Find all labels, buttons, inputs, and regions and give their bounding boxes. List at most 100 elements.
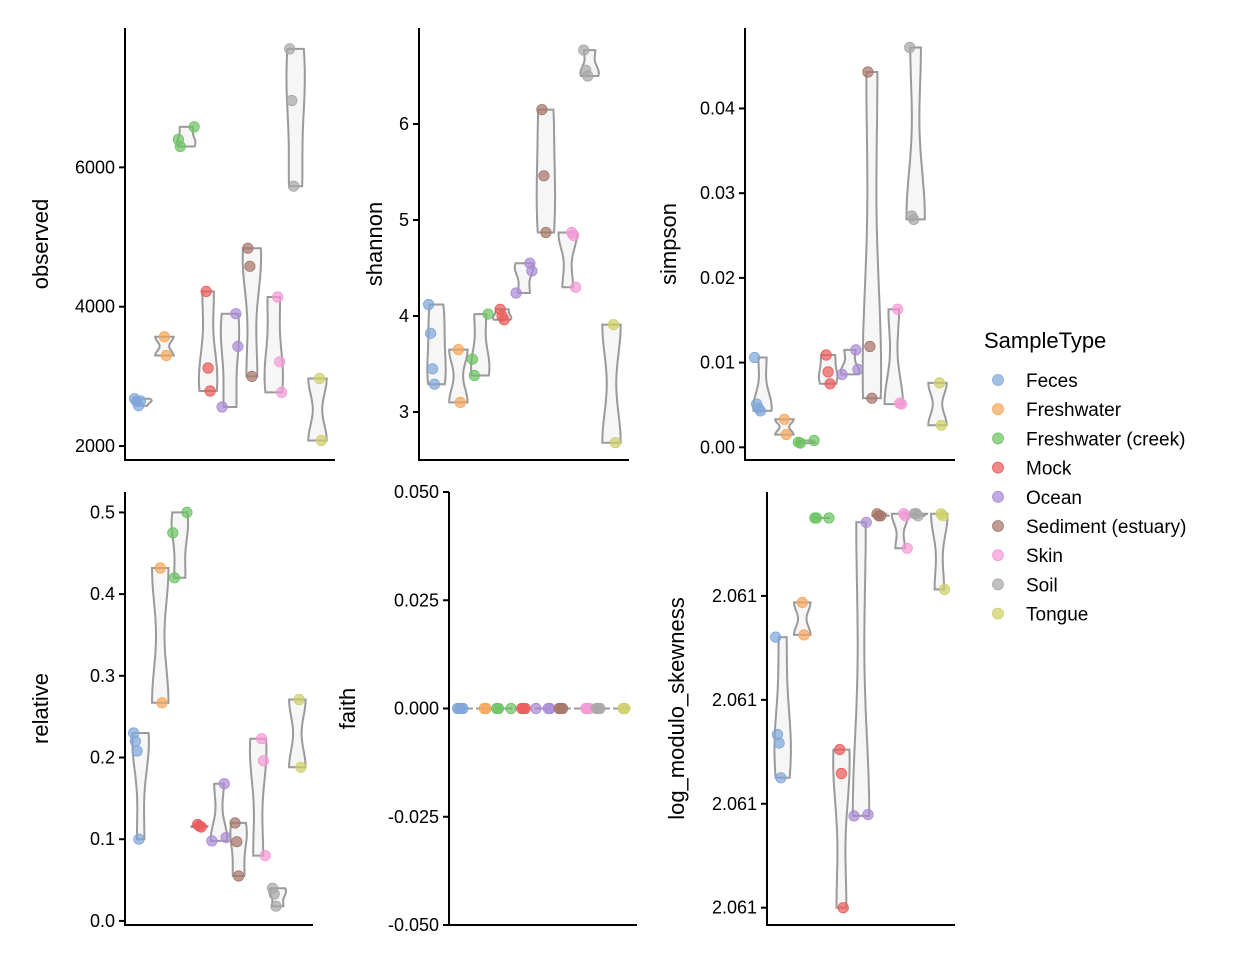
point-observed-freshwater-creek xyxy=(174,140,186,153)
y-tick-label-relative: 0.4 xyxy=(90,584,115,604)
y-axis-title-simpson: simpson xyxy=(656,203,681,285)
point-log-modulo-skewness-mock xyxy=(834,743,846,756)
violin-log-modulo-skewness-freshwater xyxy=(792,601,812,636)
legend-label-ocean: Ocean xyxy=(1026,488,1082,509)
point-simpson-mock xyxy=(820,349,832,361)
point-log-modulo-skewness-ocean xyxy=(848,810,860,822)
violin-simpson-soil xyxy=(905,46,926,221)
point-faith-mock xyxy=(519,702,531,715)
point-observed-mock xyxy=(202,362,214,374)
legend-item-ocean: Ocean xyxy=(992,488,1082,509)
point-simpson-freshwater xyxy=(778,413,791,425)
y-tick-label-simpson: 0.01 xyxy=(700,353,735,373)
legend-item-freshwater-creek: Freshwater (creek) xyxy=(992,429,1185,450)
point-relative-feces xyxy=(133,833,145,845)
violin-relative-freshwater xyxy=(150,567,170,704)
point-shannon-sediment-estuary xyxy=(540,226,552,239)
legend-label-tongue: Tongue xyxy=(1026,605,1088,626)
point-log-modulo-skewness-tongue xyxy=(938,583,951,596)
point-observed-freshwater xyxy=(158,331,170,343)
y-tick-label-observed: 2000 xyxy=(75,436,115,456)
point-simpson-freshwater xyxy=(780,428,792,441)
violin-relative-skin xyxy=(248,737,268,857)
y-tick-label-relative: 0.1 xyxy=(90,829,115,849)
point-relative-skin xyxy=(256,733,268,745)
point-observed-freshwater-creek xyxy=(188,121,200,133)
y-axis-title-shannon: shannon xyxy=(362,202,387,286)
violin-observed-soil xyxy=(285,47,306,188)
point-relative-mock xyxy=(195,821,207,833)
point-log-modulo-skewness-feces xyxy=(775,772,787,784)
legend-item-skin: Skin xyxy=(992,546,1063,567)
legend-key-freshwater xyxy=(992,403,1004,416)
point-shannon-skin xyxy=(569,281,582,293)
point-relative-ocean xyxy=(218,778,230,790)
point-relative-sediment-estuary xyxy=(233,870,245,882)
point-simpson-freshwater-creek xyxy=(794,437,806,449)
point-relative-sediment-estuary xyxy=(231,836,243,848)
point-shannon-freshwater-creek xyxy=(468,369,480,382)
violin-log-modulo-skewness-feces xyxy=(773,636,792,779)
point-simpson-feces xyxy=(754,405,767,417)
point-observed-ocean xyxy=(216,401,228,413)
point-faith-freshwater-creek xyxy=(492,702,505,715)
point-relative-freshwater-creek xyxy=(181,506,193,519)
panel-shannon: 3 4 5 6 shannon xyxy=(362,28,629,461)
point-simpson-tongue xyxy=(935,419,948,431)
y-tick-label-simpson: 0.00 xyxy=(700,437,735,457)
legend-key-sediment-estuary xyxy=(992,520,1004,532)
legend-item-feces: Feces xyxy=(992,371,1078,392)
point-relative-tongue xyxy=(295,761,307,773)
point-shannon-soil xyxy=(582,70,594,82)
panels: 200040006000observed3456shannon0.000.010… xyxy=(28,28,955,935)
y-tick-label-log-modulo-skewness: 2.061 xyxy=(712,794,757,814)
point-faith-sediment-estuary xyxy=(556,702,569,715)
y-axis-title-observed: observed xyxy=(28,199,53,290)
y-tick-label-shannon: 4 xyxy=(399,306,409,326)
y-tick-label-faith: -0.050 xyxy=(388,915,439,935)
violin-shannon-freshwater-creek xyxy=(470,313,491,377)
point-relative-skin xyxy=(257,755,270,767)
point-log-modulo-skewness-feces xyxy=(769,631,782,643)
point-log-modulo-skewness-ocean xyxy=(862,808,874,821)
point-observed-tongue xyxy=(315,434,327,447)
violin-observed-mock xyxy=(197,290,219,392)
y-tick-label-shannon: 5 xyxy=(399,210,409,230)
point-log-modulo-skewness-freshwater xyxy=(796,596,808,609)
y-tick-label-observed: 4000 xyxy=(75,297,115,317)
y-tick-label-shannon: 3 xyxy=(399,402,409,422)
violin-shannon-freshwater xyxy=(448,348,469,404)
point-simpson-ocean xyxy=(836,368,848,380)
point-simpson-sediment-estuary xyxy=(866,392,878,404)
point-faith-soil xyxy=(594,702,606,715)
panel-faith: -0.050 -0.025 0.000 0.025 0.050 faith xyxy=(335,482,637,935)
legend-label-soil: Soil xyxy=(1026,575,1058,596)
point-relative-freshwater-creek xyxy=(167,527,179,539)
panel-relative: 0.0 0.1 0.2 0.3 0.4 0.5 relative xyxy=(28,492,313,931)
point-observed-mock xyxy=(200,285,212,297)
point-observed-tongue xyxy=(313,372,326,385)
point-shannon-mock xyxy=(498,314,510,326)
point-log-modulo-skewness-mock xyxy=(835,767,848,780)
point-log-modulo-skewness-tongue xyxy=(937,510,949,522)
point-observed-sediment-estuary xyxy=(244,260,256,272)
legend: SampleType Feces Freshwater Freshwater (cr… xyxy=(984,328,1187,626)
point-simpson-skin xyxy=(892,303,904,315)
point-shannon-tongue xyxy=(609,437,622,449)
panel-simpson: 0.00 0.01 0.02 0.03 0.04 simpson xyxy=(656,28,955,461)
y-tick-label-simpson: 0.02 xyxy=(700,268,735,288)
legend-item-tongue: Tongue xyxy=(992,605,1088,626)
y-tick-label-log-modulo-skewness: 2.061 xyxy=(712,690,757,710)
y-tick-label-simpson: 0.04 xyxy=(700,98,735,118)
violin-log-modulo-skewness-skin xyxy=(890,512,910,550)
point-observed-freshwater xyxy=(160,349,172,362)
point-log-modulo-skewness-ocean xyxy=(860,516,872,528)
point-shannon-freshwater-creek xyxy=(482,308,494,320)
point-observed-sediment-estuary xyxy=(246,370,258,382)
point-relative-freshwater xyxy=(156,697,168,709)
point-relative-tongue xyxy=(293,693,305,706)
violin-log-modulo-skewness-ocean xyxy=(851,521,871,817)
violin-relative-freshwater-creek xyxy=(170,511,190,579)
point-relative-soil xyxy=(268,888,280,900)
point-faith-feces xyxy=(457,702,469,715)
